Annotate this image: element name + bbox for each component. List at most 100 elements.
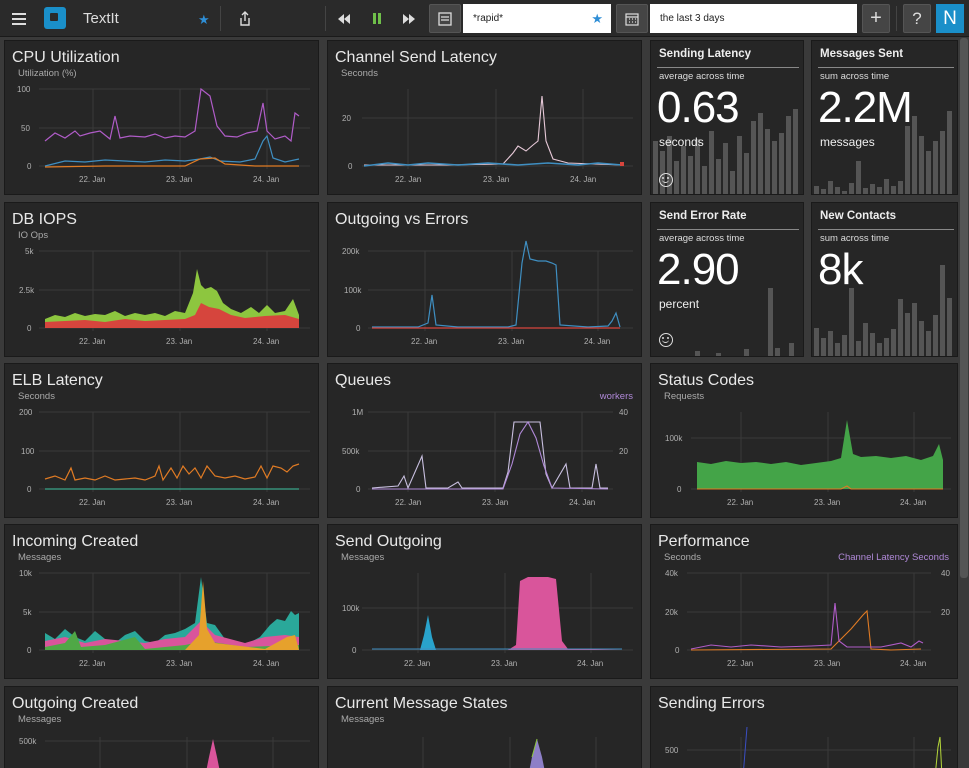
y-tick: 20 (342, 114, 351, 123)
error-rate-bars (695, 288, 794, 356)
panel-title: Performance (658, 533, 750, 550)
series-queue (372, 420, 609, 490)
y-tick: 0 (27, 485, 32, 494)
y-tick: 200 (19, 408, 33, 417)
legend-workers[interactable]: workers (599, 391, 633, 402)
x-tick: 23. Jan (814, 498, 840, 507)
search-star-icon[interactable]: ★ (591, 11, 603, 26)
add-button[interactable]: + (862, 4, 890, 33)
panel-current-message-states[interactable]: Current Message States Messages (327, 686, 642, 768)
panel-subtitle: Seconds (18, 391, 55, 402)
series-blue (44, 134, 300, 167)
stat-value: 2.90 (657, 245, 740, 294)
search-input[interactable]: *rapid* ★ (463, 4, 611, 33)
panel-send-error-rate[interactable]: Send Error Rate average across time 2.90… (650, 202, 804, 357)
panel-messages-sent[interactable]: Messages Sent sum across time 2.2M messa… (811, 40, 958, 195)
panel-title: DB IOPS (12, 211, 77, 228)
y-tick: 0 (352, 646, 357, 655)
panel-sending-errors[interactable]: Sending Errors 500 (650, 686, 958, 768)
cpu-chart: 100 50 0 22. Jan 23. Jan 24. Jan (17, 85, 310, 184)
series-orange (697, 485, 943, 490)
series-orange (44, 157, 299, 168)
favorite-star-icon[interactable]: ★ (198, 12, 210, 27)
panel-subtitle: Messages (341, 552, 385, 563)
top-bar: TextIt ★ *rapid* ★ the last 3 days + ? N (0, 0, 969, 37)
divider (325, 6, 326, 31)
avatar[interactable]: N (936, 4, 964, 33)
panel-subtitle: Seconds (341, 68, 378, 79)
x-tick: 24. Jan (253, 337, 279, 346)
x-tick: 24. Jan (253, 175, 279, 184)
x-tick: 24. Jan (900, 498, 926, 507)
scrollbar[interactable] (960, 38, 968, 578)
stat-divider (657, 67, 799, 68)
y-tick: 100k (344, 286, 362, 295)
send-outgoing-chart: 100k 0 22. Jan 23. Jan 24. Jan (342, 573, 633, 668)
calendar-icon[interactable] (616, 4, 648, 33)
status-codes-chart: 100k 0 22. Jan 23. Jan 24. Jan (665, 412, 951, 507)
panel-title: Sending Errors (658, 695, 765, 712)
series-blue (363, 162, 623, 167)
panel-status-codes[interactable]: Status Codes Requests 100k 0 22. Jan 23.… (650, 363, 958, 518)
series-green (935, 736, 943, 768)
x-tick: 23. Jan (166, 175, 192, 184)
panel-title: Status Codes (658, 372, 755, 389)
x-tick: 22. Jan (79, 337, 105, 346)
stat-unit: seconds (659, 135, 704, 149)
panel-send-outgoing[interactable]: Send Outgoing Messages 100k 0 22. Jan 23… (327, 524, 642, 679)
hamburger-icon[interactable] (6, 0, 32, 37)
error-marker (620, 162, 624, 166)
time-range-input[interactable]: the last 3 days (650, 4, 857, 33)
x-tick: 22. Jan (79, 175, 105, 184)
panel-channel-send-latency[interactable]: Channel Send Latency Seconds 20 0 22. Ja… (327, 40, 642, 195)
pause-icon[interactable] (366, 0, 388, 37)
app-logo[interactable] (44, 7, 66, 29)
legend-channel-latency[interactable]: Channel Latency Seconds (838, 552, 949, 563)
y-tick: 0 (675, 646, 680, 655)
y-tick: 1M (352, 408, 363, 417)
x-tick: 22. Jan (411, 337, 437, 346)
share-icon[interactable] (232, 0, 258, 37)
help-button[interactable]: ? (903, 4, 931, 33)
panel-title: CPU Utilization (12, 49, 120, 66)
panel-elb-latency[interactable]: ELB Latency Seconds 200 100 0 22. Jan 23… (4, 363, 319, 518)
panel-incoming-created[interactable]: Incoming Created Messages 10k 5k 0 22. J… (4, 524, 319, 679)
panel-subtitle: Requests (664, 391, 705, 402)
panel-subtitle: Utilization (%) (18, 68, 77, 79)
x-tick: 24. Jan (569, 498, 595, 507)
panel-cpu-utilization[interactable]: CPU Utilization Utilization (%) 100 50 0… (4, 40, 319, 195)
x-tick: 22. Jan (727, 498, 753, 507)
x-tick: 23. Jan (166, 337, 192, 346)
x-tick: 23. Jan (166, 498, 192, 507)
panel-sending-latency[interactable]: Sending Latency average across time 0.63… (650, 40, 804, 195)
app-title: TextIt (83, 10, 119, 27)
series-pink-area (206, 739, 220, 768)
panel-subtitle: Messages (18, 714, 62, 725)
stat-description: sum across time (820, 71, 890, 82)
panel-outgoing-created[interactable]: Outgoing Created Messages 500k (4, 686, 319, 768)
y-tick: 0 (27, 324, 32, 333)
divider (220, 6, 221, 31)
channel-latency-chart: 20 0 22. Jan 23. Jan 24. Jan (342, 89, 633, 184)
query-type-icon[interactable] (429, 4, 461, 33)
fast-forward-icon[interactable] (398, 0, 420, 37)
stat-title: Send Error Rate (659, 210, 747, 222)
panel-db-iops[interactable]: DB IOPS IO Ops 5k 2.5k 0 22. Jan 23. Jan… (4, 202, 319, 357)
stat-value: 2.2M (818, 83, 913, 132)
panel-new-contacts[interactable]: New Contacts sum across time 8k (811, 202, 958, 357)
y-tick: 40k (665, 569, 679, 578)
new-contacts-bars (814, 265, 952, 356)
y2-tick: 40 (941, 569, 950, 578)
series-green-area (45, 269, 299, 328)
panel-title: Channel Send Latency (335, 49, 497, 66)
y-tick: 100 (21, 447, 35, 456)
rewind-icon[interactable] (333, 0, 355, 37)
series-blue (743, 726, 748, 768)
stat-value: 8k (818, 245, 863, 294)
panel-subtitle: Seconds (664, 552, 701, 563)
series-pink-area (372, 577, 622, 650)
panel-queues[interactable]: Queues workers 1M 500k 0 40 20 22. Jan 2… (327, 363, 642, 518)
panel-performance[interactable]: Performance Seconds Channel Latency Seco… (650, 524, 958, 679)
panel-outgoing-vs-errors[interactable]: Outgoing vs Errors 200k 100k 0 22. Jan 2… (327, 202, 642, 357)
message-states-chart (422, 737, 597, 768)
